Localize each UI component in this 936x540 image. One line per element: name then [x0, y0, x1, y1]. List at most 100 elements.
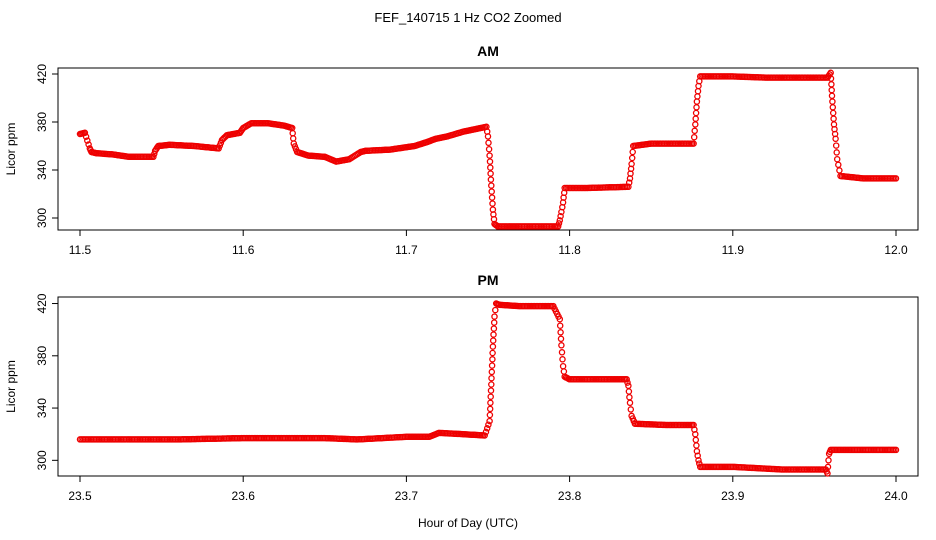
y-tick-label: 380	[35, 112, 49, 132]
data-point	[828, 81, 835, 88]
data-point	[824, 463, 832, 471]
x-tick-label: 23.9	[721, 489, 745, 503]
x-tick-label: 11.7	[395, 243, 418, 257]
data-point	[492, 306, 499, 314]
x-tick-label: 11.9	[722, 243, 745, 257]
data-point	[695, 457, 702, 464]
data-point	[555, 220, 563, 227]
data-point	[482, 428, 490, 436]
data-point	[81, 129, 89, 137]
data-series	[76, 300, 900, 477]
data-point	[626, 399, 634, 407]
data-point	[693, 442, 700, 449]
data-point	[486, 405, 494, 413]
data-point	[488, 368, 496, 376]
data-point	[692, 121, 699, 128]
data-point	[289, 135, 297, 142]
data-point	[626, 393, 633, 401]
data-point	[560, 368, 568, 375]
data-point	[625, 388, 633, 395]
data-point	[486, 158, 494, 165]
data-point	[488, 362, 496, 369]
data-point	[487, 164, 494, 171]
x-tick-label: 11.6	[232, 243, 255, 257]
data-point	[625, 183, 632, 191]
data-point	[489, 200, 496, 207]
y-tick-label: 340	[35, 160, 49, 180]
data-point	[559, 362, 567, 370]
data-point	[487, 399, 494, 407]
x-tick-label: 23.8	[558, 489, 582, 503]
x-tick-label: 23.7	[395, 489, 419, 503]
data-point	[623, 376, 630, 383]
x-tick-label: 11.5	[69, 243, 92, 257]
data-point	[489, 343, 497, 350]
plot-frame	[57, 67, 919, 231]
data-point	[488, 188, 495, 195]
data-point	[833, 149, 840, 156]
panel-title: PM	[478, 272, 499, 288]
data-point	[829, 109, 837, 117]
data-point	[829, 98, 836, 105]
data-point	[832, 142, 840, 149]
pm-panel: PM Licor ppm 23.5 23.6 23.7 23.8 23.9 24.0 300 34…	[4, 272, 919, 503]
data-point	[487, 387, 495, 394]
data-point	[487, 176, 495, 183]
data-point	[487, 393, 494, 400]
y-tick-label: 300	[35, 208, 49, 228]
data-point	[835, 161, 842, 169]
data-point	[625, 179, 633, 186]
data-point	[485, 139, 492, 147]
y-axis-label: Licor ppm	[4, 123, 18, 176]
x-tick-label: 24.0	[884, 489, 908, 503]
panel-title: AM	[477, 43, 499, 59]
data-point	[289, 129, 296, 137]
data-point	[557, 335, 565, 343]
data-point	[490, 331, 497, 338]
data-point	[489, 356, 496, 363]
data-point	[491, 313, 498, 320]
data-point	[554, 223, 562, 230]
data-point	[627, 406, 635, 413]
data-point	[892, 175, 900, 182]
x-axis-label: Hour of Day (UTC)	[418, 516, 518, 530]
data-point	[694, 93, 701, 100]
data-point	[692, 115, 699, 122]
data-point	[150, 153, 157, 161]
data-point	[833, 155, 841, 163]
data-point	[693, 104, 700, 111]
data-point	[486, 411, 494, 419]
data-point	[84, 137, 91, 144]
data-point	[557, 329, 564, 336]
data-point	[487, 170, 494, 177]
data-point	[558, 349, 566, 356]
data-point	[483, 425, 491, 432]
data-point	[488, 194, 496, 201]
y-tick-label: 420	[35, 293, 49, 313]
data-point	[485, 421, 492, 428]
data-point	[556, 315, 564, 323]
data-point	[85, 141, 92, 148]
data-point	[690, 133, 698, 141]
data-point	[828, 92, 836, 100]
x-tick-label: 11.8	[558, 243, 581, 257]
data-point	[486, 152, 493, 159]
x-tick-label: 23.5	[68, 489, 92, 503]
data-point	[692, 109, 700, 117]
data-point	[556, 322, 564, 329]
plot-frame	[57, 296, 919, 477]
data-point	[488, 182, 495, 189]
data-point	[628, 154, 636, 162]
data-point	[489, 337, 497, 344]
x-tick-label: 12.0	[884, 243, 908, 257]
data-point	[625, 382, 632, 390]
data-point	[693, 98, 701, 105]
data-point	[488, 381, 495, 388]
data-point	[829, 104, 837, 111]
data-series	[76, 69, 900, 230]
y-tick-label: 380	[35, 345, 49, 365]
data-point	[481, 432, 488, 439]
y-tick-label: 340	[35, 398, 49, 418]
data-point	[558, 342, 565, 349]
